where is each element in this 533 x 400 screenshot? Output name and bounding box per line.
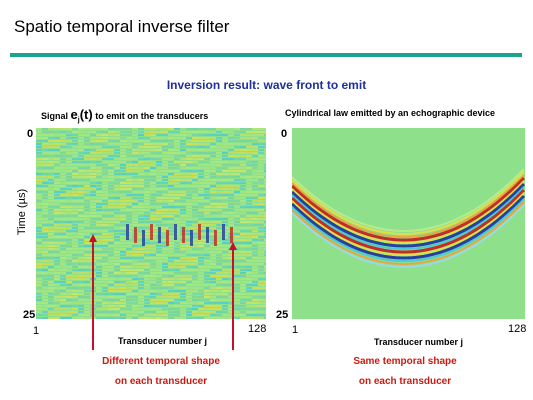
left-signal-heatmap <box>36 128 266 319</box>
left-x-tick-right: 128 <box>248 323 267 335</box>
right-y-tick-bottom: 25 <box>276 309 289 321</box>
left-y-tick-bottom: 25 <box>23 309 36 321</box>
right-cylindrical-law-image <box>292 128 525 319</box>
title-divider <box>10 53 522 57</box>
left-caption-line1: Different temporal shape <box>102 356 220 367</box>
right-caption-line2: on each transducer <box>358 376 452 387</box>
slide-title: Spatio temporal inverse filter <box>14 17 230 36</box>
left-y-tick-top: 0 <box>27 128 34 140</box>
right-y-tick-top: 0 <box>281 128 288 140</box>
left-annotation-arrow <box>92 240 94 350</box>
right-arrow-head <box>229 242 237 250</box>
left-x-axis-label: Transducer number j <box>118 336 208 346</box>
y-axis-label: Time (µs) <box>16 188 28 236</box>
right-caption-line1: Same temporal shape <box>353 356 457 367</box>
right-annotation-arrow <box>232 248 234 350</box>
slide-subtitle: Inversion result: wave front to emit <box>166 78 367 92</box>
left-panel-title: Signal ej(t) to emit on the transducers <box>41 107 209 124</box>
right-x-tick-right: 128 <box>508 323 527 335</box>
left-x-tick-left: 1 <box>33 325 40 337</box>
right-x-axis-label: Transducer number j <box>374 337 464 347</box>
left-caption-line2: on each transducer <box>114 376 208 387</box>
right-panel-title: Cylindrical law emitted by an echographi… <box>285 108 496 118</box>
right-x-tick-left: 1 <box>292 324 299 336</box>
left-arrow-head <box>89 234 97 242</box>
